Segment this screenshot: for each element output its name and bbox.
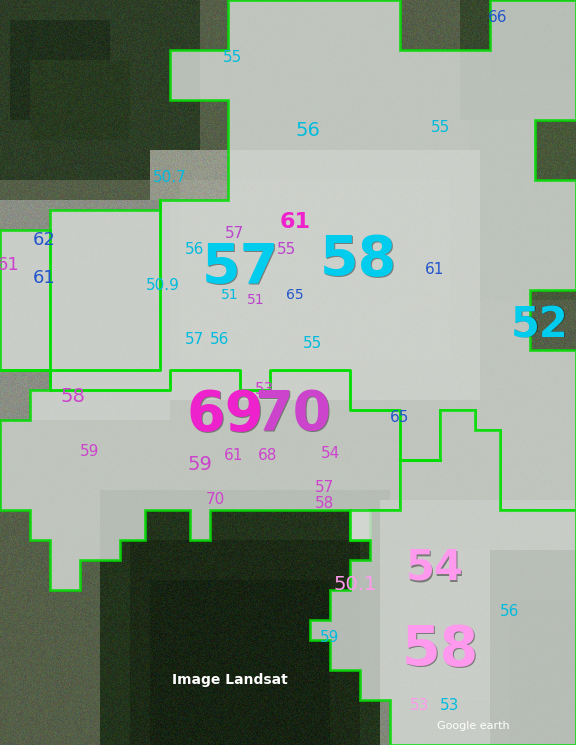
- Text: 68: 68: [258, 448, 278, 463]
- Text: 51: 51: [247, 293, 265, 307]
- Text: 59: 59: [80, 445, 100, 460]
- Text: 69: 69: [186, 388, 264, 442]
- Text: 62: 62: [33, 231, 55, 249]
- Text: 61: 61: [33, 269, 55, 287]
- Text: 70: 70: [255, 389, 332, 443]
- Text: Google earth: Google earth: [437, 721, 510, 731]
- Text: Image Landsat: Image Landsat: [172, 673, 288, 687]
- Text: 50.9: 50.9: [146, 277, 180, 293]
- Text: 61: 61: [425, 262, 445, 277]
- Text: 61: 61: [0, 256, 20, 274]
- Text: 70: 70: [255, 388, 332, 442]
- Text: 52: 52: [511, 304, 569, 346]
- Text: 58: 58: [60, 387, 85, 405]
- Text: 51: 51: [221, 288, 239, 302]
- Text: 53: 53: [410, 699, 430, 714]
- Text: 58: 58: [403, 624, 480, 678]
- Text: 56: 56: [210, 332, 230, 347]
- Text: 59: 59: [188, 455, 213, 475]
- Text: 50.7: 50.7: [153, 171, 187, 186]
- Text: 56: 56: [295, 121, 320, 139]
- Text: 58: 58: [316, 495, 335, 510]
- Text: 55: 55: [278, 243, 297, 258]
- Text: 58: 58: [320, 234, 397, 288]
- Text: 53: 53: [255, 382, 275, 398]
- Text: 58: 58: [401, 623, 479, 677]
- Text: 66: 66: [488, 10, 508, 25]
- Text: 55: 55: [430, 121, 450, 136]
- Text: 54: 54: [320, 446, 340, 460]
- Text: 59: 59: [320, 630, 340, 645]
- Text: 57: 57: [202, 242, 279, 296]
- Text: 57: 57: [316, 481, 335, 495]
- Text: 61: 61: [279, 212, 310, 232]
- Text: 65: 65: [286, 288, 304, 302]
- Text: 69: 69: [187, 389, 265, 443]
- Polygon shape: [310, 410, 576, 745]
- Text: 53: 53: [440, 699, 460, 714]
- Text: 56: 56: [501, 604, 520, 620]
- Text: 54: 54: [406, 547, 464, 589]
- Text: 57: 57: [225, 226, 245, 241]
- Text: 55: 55: [302, 335, 321, 350]
- Polygon shape: [0, 0, 576, 590]
- Text: 57: 57: [185, 332, 204, 347]
- Text: 57: 57: [202, 241, 279, 295]
- Text: 56: 56: [185, 243, 204, 258]
- Text: 70: 70: [206, 492, 225, 507]
- Text: 58: 58: [319, 233, 397, 287]
- Text: 52: 52: [512, 305, 570, 347]
- Text: 54: 54: [407, 548, 465, 590]
- Text: 65: 65: [391, 410, 410, 425]
- Text: 55: 55: [223, 51, 242, 66]
- Text: 50.1: 50.1: [334, 575, 377, 595]
- Text: 61: 61: [224, 448, 244, 463]
